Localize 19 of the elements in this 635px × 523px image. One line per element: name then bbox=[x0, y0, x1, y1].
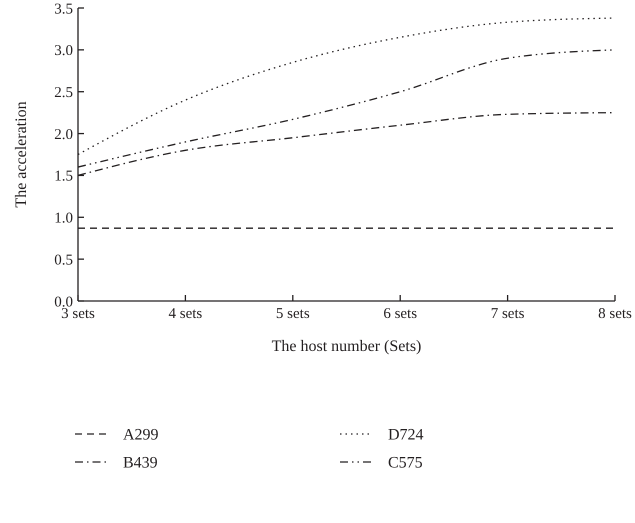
legend-label: B439 bbox=[123, 454, 158, 472]
y-tick-label: 3.0 bbox=[54, 43, 73, 60]
x-tick-label: 8 sets bbox=[598, 306, 632, 322]
y-tick-label: 1.5 bbox=[54, 168, 73, 185]
y-tick-label: 2.5 bbox=[54, 84, 73, 101]
x-tick-label: 5 sets bbox=[276, 306, 310, 322]
y-tick-label: 3.5 bbox=[54, 1, 73, 18]
x-tick-label: 7 sets bbox=[490, 306, 525, 322]
y-axis-title: The acceleration bbox=[13, 101, 30, 208]
legend-label: A299 bbox=[123, 426, 159, 444]
legend-label: D724 bbox=[388, 426, 424, 444]
x-tick-label: 6 sets bbox=[383, 306, 418, 322]
y-tick-label: 0.5 bbox=[54, 252, 73, 268]
x-tick-label: 3 sets bbox=[61, 306, 96, 322]
y-tick-label: 1.0 bbox=[54, 210, 73, 227]
x-axis-title: The host number (Sets) bbox=[272, 338, 422, 355]
legend-label: C575 bbox=[388, 454, 423, 472]
x-tick-label: 4 sets bbox=[168, 306, 202, 322]
y-tick-label: 2.0 bbox=[54, 126, 73, 143]
